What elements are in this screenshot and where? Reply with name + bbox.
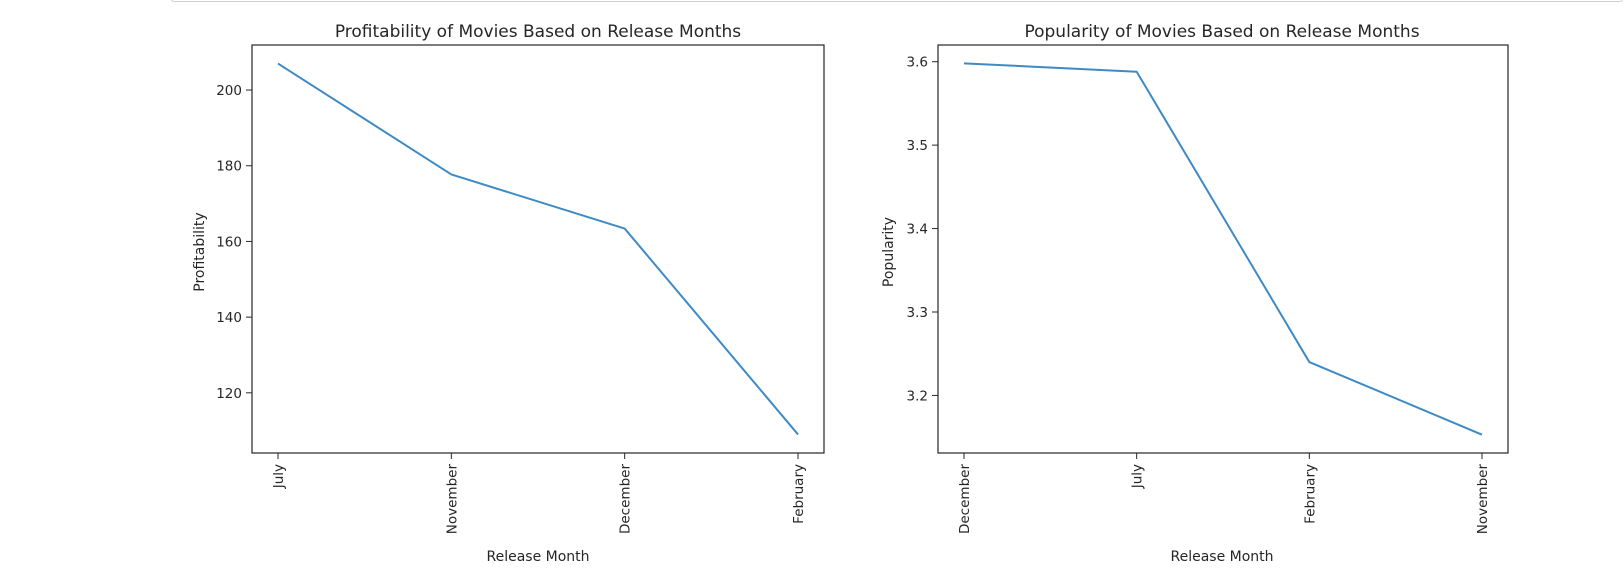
y-tick-label: 3.5 — [907, 138, 928, 154]
x-tick-label: November — [444, 464, 460, 535]
x-tick-label: February — [1302, 464, 1318, 524]
x-ticks: December July February November — [957, 453, 1491, 534]
plot-frame — [937, 44, 1509, 454]
y-axis-label: Popularity — [881, 217, 897, 287]
profitability-line — [277, 62, 799, 436]
y-axis-label: Profitability — [192, 212, 208, 291]
y-tick-label: 160 — [216, 234, 242, 250]
y-tick-label: 3.3 — [907, 305, 928, 321]
y-tick-label: 3.4 — [907, 222, 928, 238]
y-tick-label: 3.6 — [907, 55, 928, 71]
x-ticks: July November December February — [271, 453, 807, 534]
x-axis-label: Release Month — [1170, 549, 1273, 565]
x-tick-label: November — [1475, 464, 1491, 535]
x-tick-label: July — [271, 464, 287, 489]
y-ticks: 120 140 160 180 200 — [216, 83, 252, 402]
x-tick-label: December — [618, 464, 634, 534]
popularity-chart: Popularity of Movies Based on Release Mo… — [881, 22, 1509, 565]
y-tick-label: 180 — [216, 159, 242, 175]
chart-title: Profitability of Movies Based on Release… — [335, 22, 741, 42]
x-tick-label: February — [791, 464, 807, 524]
y-ticks: 3.2 3.3 3.4 3.5 3.6 — [907, 55, 938, 404]
popularity-line — [963, 62, 1483, 436]
x-tick-label: December — [957, 464, 973, 534]
y-tick-label: 140 — [216, 310, 242, 326]
chart-title: Popularity of Movies Based on Release Mo… — [1024, 22, 1419, 42]
profitability-chart: Profitability of Movies Based on Release… — [192, 22, 825, 565]
x-tick-label: July — [1130, 464, 1146, 489]
x-axis-label: Release Month — [486, 549, 589, 565]
plot-frame — [251, 44, 825, 454]
y-tick-label: 200 — [216, 83, 242, 99]
y-tick-label: 120 — [216, 386, 242, 402]
y-tick-label: 3.2 — [907, 388, 928, 404]
